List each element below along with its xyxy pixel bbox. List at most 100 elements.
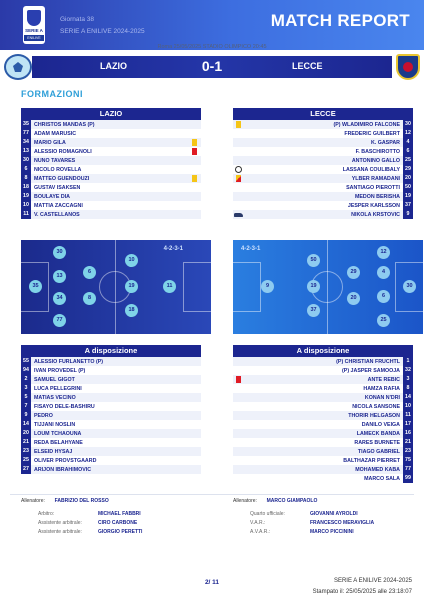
event-slot <box>233 357 245 366</box>
player-name: MATÍAS VECINO <box>34 394 76 401</box>
player-row: JESPER KARLSSON 37 <box>233 201 413 210</box>
yellow-card-icon <box>236 121 241 128</box>
formation-player-dot: 29 <box>347 266 360 279</box>
formation-player-dot: 4 <box>377 266 390 279</box>
official-role: A.V.A.R.: <box>250 529 271 535</box>
event-slot <box>189 138 201 147</box>
player-row: KONAN N'DRI 14 <box>233 393 413 402</box>
player-name: ANTE REBIC <box>367 376 400 383</box>
formation-player-dot: 50 <box>307 254 320 267</box>
shirt-number: 29 <box>403 165 413 174</box>
event-slot <box>233 366 245 375</box>
player-name: PEDRO <box>34 412 53 419</box>
player-row: YLBER RAMADANI 20 <box>233 174 413 183</box>
official-row: Quarto ufficiale: GIOVANNI AYROLDI <box>250 511 374 520</box>
event-slot <box>189 174 201 183</box>
event-slot <box>189 438 201 447</box>
official-role: Quarto ufficiale: <box>250 511 285 517</box>
page-number: 2/ 11 <box>204 579 220 586</box>
away-lineup-title: LECCE <box>233 108 413 120</box>
player-name: (P) WLADIMIRO FALCONE <box>333 121 401 128</box>
shirt-number: 34 <box>21 138 31 147</box>
player-row: 55 ALESSIO FURLANETTO (P) <box>21 357 201 366</box>
player-name: LUCA PELLEGRINI <box>34 385 82 392</box>
home-team-name: LAZIO <box>100 61 127 71</box>
player-row: ANTE REBIC 3 <box>233 375 413 384</box>
player-row: MEDON BERISHA 19 <box>233 192 413 201</box>
formation-player-dot: 9 <box>261 280 274 293</box>
player-row: 34 MARIO GILA <box>21 138 201 147</box>
shirt-number: 55 <box>21 357 31 366</box>
official-name: FRANCESCO MERAVIGLIA <box>310 520 375 526</box>
venue-line: Roma 25/05/2025 STADIO OLIMPICO 20:45 <box>157 44 267 50</box>
player-name: HAMZA RAFIA <box>363 385 400 392</box>
official-row: A.V.A.R.: MARCO PICCININI <box>250 529 374 538</box>
shirt-number: 50 <box>403 183 413 192</box>
player-row: 25 OLIVER PROVSTGAARD <box>21 456 201 465</box>
player-row: 11 V. CASTELLANOS <box>21 210 201 219</box>
red-card-icon <box>236 376 241 383</box>
player-row: 21 REDA BELAHYANE <box>21 438 201 447</box>
player-row: LAMECK BANDA 16 <box>233 429 413 438</box>
event-slot <box>189 129 201 138</box>
player-name: YLBER RAMADANI <box>351 175 400 182</box>
player-row: SANTIAGO PIEROTTI 50 <box>233 183 413 192</box>
officials-right: Quarto ufficiale: GIOVANNI AYROLDI V.A.R.:… <box>250 511 374 538</box>
shirt-number: 8 <box>403 384 413 393</box>
player-name: BALTHAZAR PIERRET <box>343 457 400 464</box>
event-slot <box>189 429 201 438</box>
player-row: FRÉDÉRIC GUILBERT 12 <box>233 129 413 138</box>
shirt-number: 25 <box>21 456 31 465</box>
shirt-number: 37 <box>403 201 413 210</box>
official-name: MARCO PICCININI <box>310 529 354 535</box>
player-row: TIAGO GABRIEL 23 <box>233 447 413 456</box>
event-slot <box>233 201 245 210</box>
event-slot <box>233 183 245 192</box>
shirt-number: 21 <box>21 438 31 447</box>
event-slot <box>233 429 245 438</box>
event-slot <box>233 192 245 201</box>
player-row: 30 NUNO TAVARES <box>21 156 201 165</box>
event-slot <box>233 138 245 147</box>
player-row: 14 TIJJANI NOSLIN <box>21 420 201 429</box>
event-slot <box>189 156 201 165</box>
event-slot <box>233 174 245 183</box>
player-row: (P) CHRISTIAN FRÜCHTL 1 <box>233 357 413 366</box>
formation-player-dot: 30 <box>53 246 66 259</box>
player-name: FRÉDÉRIC GUILBERT <box>344 130 400 137</box>
player-name: BOULAYE DIA <box>34 193 71 200</box>
section-title: FORMAZIONI <box>21 89 83 99</box>
event-slot <box>189 447 201 456</box>
shirt-number: 8 <box>21 174 31 183</box>
player-row: K. GASPAR 4 <box>233 138 413 147</box>
shirt-number: 6 <box>21 165 31 174</box>
shirt-number: 25 <box>403 156 413 165</box>
player-name: MARIO GILA <box>34 139 66 146</box>
player-name: FISAYO DELE-BASHIRU <box>34 403 95 410</box>
home-subs-title: A disposizione <box>21 345 201 357</box>
player-name: LOUM TCHAOUNA <box>34 430 82 437</box>
event-slot <box>189 402 201 411</box>
formation-player-dot: 10 <box>125 254 138 267</box>
score-bar: LAZIO 0-1 LECCE <box>32 56 392 78</box>
away-coach: Allenatore: MARCO GIAMPAOLO <box>233 498 318 504</box>
shirt-number: 11 <box>403 411 413 420</box>
official-name: MICHAEL FABBRI <box>98 511 141 517</box>
shirt-number: 94 <box>21 366 31 375</box>
shirt-number: 9 <box>403 210 413 219</box>
player-row: RARES BURNETE 21 <box>233 438 413 447</box>
shirt-number: 13 <box>21 147 31 156</box>
formation-player-dot: 35 <box>29 280 42 293</box>
player-row: 18 GUSTAV ISAKSEN <box>21 183 201 192</box>
player-name: MARCO SALA <box>364 475 400 482</box>
player-name: THÓRIR HELGASON <box>348 412 400 419</box>
official-name: GIOVANNI AYROLDI <box>310 511 358 517</box>
official-name: CIRO CARBONE <box>98 520 138 526</box>
player-row: HAMZA RAFIA 8 <box>233 384 413 393</box>
player-name: F. BASCHIROTTO <box>355 148 400 155</box>
shirt-number: 11 <box>21 210 31 219</box>
footer-competition: SERIE A ENILIVE 2024-2025 <box>333 578 412 584</box>
away-lineup-panel: LECCE (P) WLADIMIRO FALCONE 30 FRÉDÉRIC GU… <box>233 108 413 219</box>
player-row: 3 LUCA PELLEGRINI <box>21 384 201 393</box>
player-row: 10 MATTIA ZACCAGNI <box>21 201 201 210</box>
